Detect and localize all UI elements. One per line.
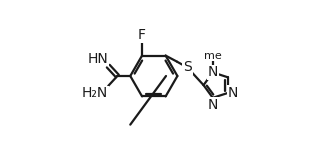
Text: S: S	[183, 60, 192, 74]
Text: H₂N: H₂N	[82, 86, 108, 100]
Text: N: N	[228, 86, 238, 100]
Text: F: F	[138, 28, 146, 42]
Text: N: N	[208, 98, 218, 112]
Text: HN: HN	[87, 52, 108, 66]
Text: N: N	[208, 65, 218, 79]
Text: me: me	[204, 51, 222, 60]
